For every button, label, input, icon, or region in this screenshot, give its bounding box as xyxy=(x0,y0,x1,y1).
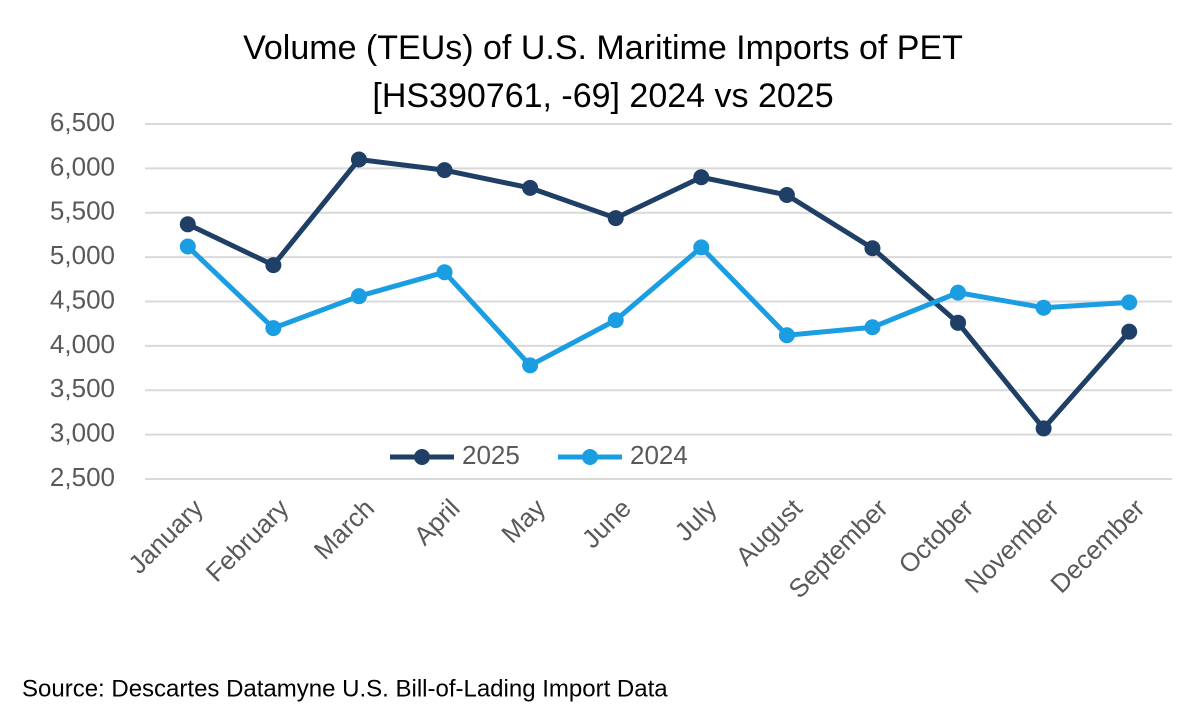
data-point xyxy=(607,312,624,329)
data-point xyxy=(693,169,710,186)
y-tick-label: 3,000 xyxy=(50,418,115,448)
data-point xyxy=(778,187,795,203)
legend-marker xyxy=(582,449,598,465)
y-tick-label: 5,000 xyxy=(50,240,115,270)
data-point xyxy=(693,239,710,256)
series-line xyxy=(186,244,1130,368)
y-tick-label: 4,500 xyxy=(50,284,115,314)
x-tick-label: October xyxy=(893,493,980,580)
x-tick-label: January xyxy=(122,493,209,580)
x-tick-label: March xyxy=(308,493,380,565)
chart-title: Volume (TEUs) of U.S. Maritime Imports o… xyxy=(243,29,963,67)
data-point xyxy=(1121,294,1138,311)
data-point xyxy=(864,319,881,336)
data-point xyxy=(179,238,196,255)
data-point xyxy=(522,357,539,374)
data-point xyxy=(350,151,367,168)
y-tick-label: 5,500 xyxy=(50,196,115,226)
data-point xyxy=(436,264,453,281)
data-point xyxy=(607,210,624,227)
x-tick-label: August xyxy=(730,492,809,571)
x-tick-label: May xyxy=(495,493,551,549)
data-point xyxy=(436,162,453,179)
data-point xyxy=(350,288,367,305)
y-tick-label: 3,500 xyxy=(50,373,115,403)
series-line xyxy=(186,157,1132,431)
data-point xyxy=(1035,420,1052,437)
y-tick-label: 6,000 xyxy=(50,151,115,181)
x-tick-label: July xyxy=(668,493,722,547)
x-tick-label: February xyxy=(200,493,295,588)
data-point xyxy=(778,327,795,344)
x-tick-label: April xyxy=(408,493,466,551)
data-point xyxy=(864,240,881,257)
legend-label: 2025 xyxy=(462,440,520,470)
source-note: Source: Descartes Datamyne U.S. Bill-of-… xyxy=(22,675,668,702)
legend-label: 2024 xyxy=(630,440,688,470)
data-point xyxy=(950,314,967,331)
y-tick-label: 4,000 xyxy=(50,329,115,359)
data-point xyxy=(1121,323,1138,340)
data-point xyxy=(522,179,539,196)
data-point xyxy=(1035,299,1052,316)
y-tick-label: 2,500 xyxy=(50,462,115,492)
data-point xyxy=(265,257,282,274)
chart-subtitle: [HS390761, -69] 2024 vs 2025 xyxy=(372,77,833,115)
legend-marker xyxy=(414,449,430,465)
y-tick-label: 6,500 xyxy=(50,107,115,137)
data-point xyxy=(950,284,967,301)
data-point xyxy=(265,320,282,337)
x-tick-label: June xyxy=(576,493,637,554)
data-point xyxy=(179,216,196,233)
x-tick-label: December xyxy=(1044,493,1150,599)
